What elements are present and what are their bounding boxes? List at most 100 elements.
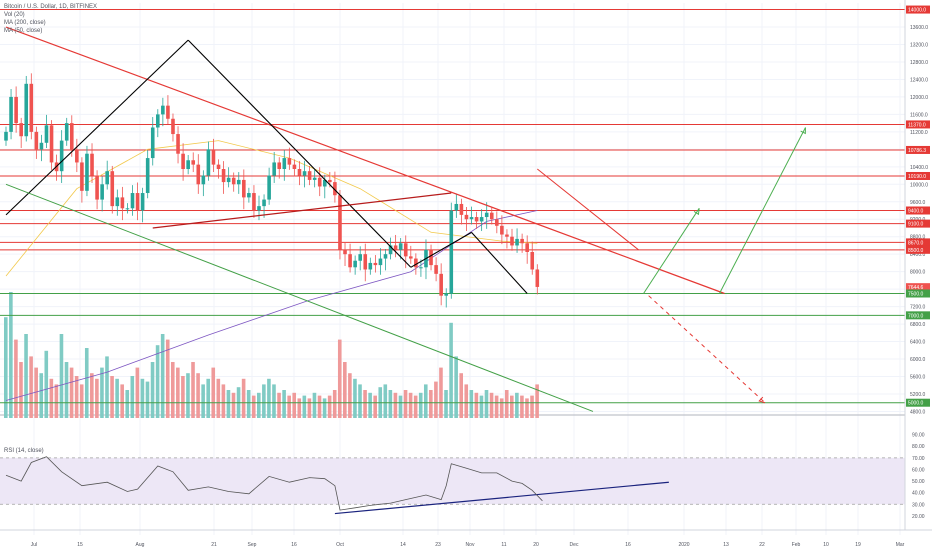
volume-bar [110,376,114,418]
price-tick-label: 5600.0 [910,375,926,381]
volume-bar [257,392,261,418]
price-tick-label: 13600.0 [910,25,928,31]
candle [85,153,89,191]
volume-indicator-label[interactable]: Vol (20) [4,12,25,18]
candle [105,171,109,185]
candle [252,193,256,211]
volume-bar [444,390,448,418]
price-tick-label: 12000.0 [910,95,928,101]
small-triangle-right-line [471,231,528,294]
price-level-label: 10786.3 [908,148,926,154]
candle [24,83,29,137]
volume-bar [196,373,200,418]
candle [444,293,449,296]
candle [29,83,34,132]
candle [277,162,282,169]
candle [14,96,18,124]
candle [49,125,54,163]
volume-bar [418,392,423,418]
volume-bar [135,367,140,418]
volume-bar [494,395,499,418]
candle [176,134,180,154]
candle [69,123,74,150]
candle [140,193,145,211]
volume-bar [398,395,403,418]
candle [161,105,165,115]
price-level-badge [906,311,930,320]
arrowhead [758,396,766,404]
candle [191,160,196,165]
rsi-indicator-label[interactable]: RSI (14, close) [4,448,44,454]
candle [449,210,454,294]
volume-bar [211,367,216,418]
price-tick-label: 13200.0 [910,43,928,49]
candle [196,164,201,185]
volume-bar [504,390,509,418]
triangle-right-line [187,39,412,268]
volume-bar [201,384,205,418]
symbol-title: Bitcoin / U.S. Dollar, 1D, BITFINEX [4,4,98,10]
volume-bar [408,392,413,418]
ma200-indicator-label[interactable]: MA (200, close) [4,20,46,26]
volume-bar [79,384,84,418]
time-tick-label: Oct [336,542,344,548]
volume-bar [59,334,64,418]
candle [216,164,221,169]
volume-bar [90,373,94,418]
volume-bar [140,378,145,418]
volume-bar [312,392,317,418]
volume-bar [246,390,251,418]
candle [429,249,433,266]
price-tick-label: 8800.0 [910,235,926,241]
candle [479,217,484,222]
volume-bar [317,395,322,418]
candle [95,175,99,200]
volume-bar [322,398,327,418]
candle [156,114,160,128]
volume-bar [160,334,165,418]
candle [39,142,44,150]
candle [474,217,479,222]
candle [515,238,519,246]
volume-bar [484,390,489,418]
price-level-badge [906,398,930,407]
price-level-badge [906,289,930,298]
candle [520,238,524,244]
rsi-tick-label: 20.00 [912,514,925,520]
price-tick-label: 6800.0 [910,322,926,328]
volume-bar [24,334,28,418]
time-tick-label: Aug [136,542,145,548]
candle [500,225,504,235]
volume-bar [14,339,18,418]
volume-bar [373,395,377,418]
volume-bar [510,395,514,418]
time-tick-label: 11 [501,542,506,548]
volume-bar [155,345,160,418]
projection-up-short-line [643,208,700,294]
candle [120,197,125,209]
candle [353,260,357,268]
rsi-tick-label: 70.00 [912,456,925,462]
price-level-badge [906,120,930,129]
candle [338,195,342,250]
volume-bar [343,362,347,418]
time-tick-label: 23 [435,542,441,548]
candle [388,245,393,255]
volume-bar [489,392,494,418]
candle [322,179,327,187]
volume-bar [287,395,291,418]
volume-bar [125,390,130,418]
price-level-badge [906,5,930,14]
price-tick-label: 8400.0 [910,252,926,258]
volume-bar [403,390,408,418]
rsi-line [5,456,543,511]
ma50-indicator-label[interactable]: MA (50, close) [4,28,43,34]
time-tick-label: 22 [759,542,765,548]
candle [307,171,312,180]
candle [292,164,297,169]
candle [44,125,49,143]
volume-bar [383,384,388,418]
time-tick-label: 13 [723,542,729,548]
candle [34,131,39,150]
